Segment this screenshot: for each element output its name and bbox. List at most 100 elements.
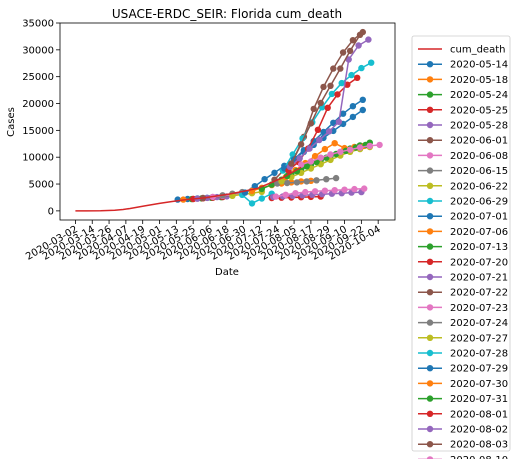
data-point bbox=[323, 176, 330, 183]
series-line bbox=[275, 187, 365, 198]
data-point bbox=[358, 64, 365, 72]
legend-label: 2020-06-01 bbox=[450, 136, 508, 147]
legend-entry: 2020-05-25 bbox=[418, 105, 508, 116]
legend-entry: 2020-08-01 bbox=[418, 409, 508, 420]
legend-swatch-marker bbox=[426, 213, 434, 220]
data-point bbox=[337, 148, 344, 155]
data-point bbox=[310, 105, 317, 113]
legend-swatch-marker bbox=[426, 441, 434, 448]
series-layer bbox=[75, 28, 383, 212]
data-point bbox=[248, 200, 256, 207]
data-point bbox=[307, 158, 315, 165]
legend-label: 2020-05-14 bbox=[450, 60, 508, 71]
series-line bbox=[290, 34, 361, 164]
legend-entry: 2020-05-24 bbox=[418, 90, 508, 101]
data-point bbox=[324, 104, 331, 112]
data-point bbox=[349, 103, 357, 110]
legend-entry: 2020-07-24 bbox=[418, 318, 508, 329]
data-point bbox=[338, 79, 345, 87]
legend-entry: 2020-06-29 bbox=[418, 197, 508, 208]
legend-swatch-marker bbox=[426, 91, 434, 98]
y-tick-label: 35000 bbox=[22, 19, 54, 30]
legend-swatch-marker bbox=[426, 137, 434, 144]
legend-label: 2020-07-20 bbox=[450, 257, 508, 268]
legend-swatch-marker bbox=[426, 60, 434, 68]
data-point bbox=[337, 65, 344, 72]
data-point bbox=[314, 126, 322, 133]
legend-label: 2020-07-01 bbox=[450, 212, 508, 223]
data-point bbox=[302, 188, 309, 196]
legend-swatch-marker bbox=[426, 319, 434, 326]
data-point bbox=[334, 91, 341, 98]
data-point bbox=[313, 177, 320, 184]
legend-swatch-marker bbox=[426, 456, 434, 459]
y-axis-label: Cases bbox=[6, 107, 17, 137]
data-point bbox=[278, 178, 285, 185]
legend-label: 2020-08-01 bbox=[450, 409, 508, 420]
legend-label: 2020-07-31 bbox=[450, 394, 508, 405]
data-point bbox=[316, 136, 323, 144]
data-point bbox=[306, 145, 313, 152]
data-point bbox=[325, 128, 333, 135]
legend-swatch-marker bbox=[426, 228, 434, 235]
legend-swatch-marker bbox=[426, 152, 434, 159]
data-point bbox=[339, 110, 347, 117]
legend-swatch-marker bbox=[426, 121, 434, 129]
legend-entry: 2020-07-22 bbox=[418, 288, 508, 299]
legend-swatch-marker bbox=[426, 334, 434, 341]
legend-label: 2020-05-25 bbox=[450, 105, 508, 116]
data-point bbox=[320, 128, 327, 136]
data-point bbox=[339, 49, 347, 56]
legend-swatch-marker bbox=[426, 380, 434, 387]
legend-swatch-marker bbox=[426, 425, 434, 433]
legend-label: 2020-05-24 bbox=[450, 90, 508, 101]
data-point bbox=[346, 47, 354, 55]
legend-swatch-marker bbox=[426, 167, 434, 174]
legend-entry: 2020-07-13 bbox=[418, 242, 508, 253]
y-tick-label: 25000 bbox=[22, 72, 54, 83]
legend-entry: 2020-06-15 bbox=[418, 166, 508, 177]
data-point bbox=[348, 71, 355, 79]
legend-entry: 2020-07-23 bbox=[418, 303, 508, 314]
series-2020-07-23 bbox=[272, 185, 368, 200]
legend-swatch-marker bbox=[426, 182, 434, 189]
data-point bbox=[317, 154, 324, 161]
data-point bbox=[283, 179, 291, 187]
data-point bbox=[282, 191, 289, 198]
data-point bbox=[261, 176, 268, 183]
legend-entry: 2020-08-02 bbox=[418, 425, 508, 436]
legend-label: 2020-07-22 bbox=[450, 288, 508, 299]
series-line bbox=[282, 62, 372, 171]
legend-label: 2020-07-30 bbox=[450, 379, 508, 390]
data-point bbox=[174, 196, 181, 203]
data-point bbox=[345, 56, 352, 63]
y-tick-label: 10000 bbox=[22, 153, 54, 164]
data-point bbox=[365, 36, 372, 43]
y-axis: 0 5000 10000 15000 20000 25000 30000 35000 bbox=[22, 19, 60, 217]
data-point bbox=[303, 163, 310, 170]
legend-entry: 2020-05-28 bbox=[418, 121, 508, 132]
x-axis: 2020-03-022020-03-142020-03-262020-04-07… bbox=[24, 220, 383, 263]
legend-swatch-marker bbox=[426, 395, 434, 402]
legend-swatch-marker bbox=[426, 76, 434, 83]
legend: cum_death 2020-05-14 2020-05-18 2020-05-24 2… bbox=[411, 35, 511, 459]
data-point bbox=[349, 113, 357, 121]
legend-entry: 2020-07-30 bbox=[418, 379, 508, 390]
data-point bbox=[303, 178, 310, 185]
data-point bbox=[258, 195, 265, 202]
legend-label: 2020-06-22 bbox=[450, 181, 508, 192]
legend-entry: 2020-07-20 bbox=[418, 257, 508, 268]
chart-title: USACE-ERDC_SEIR: Florida cum_death bbox=[112, 7, 342, 21]
y-tick-label: 30000 bbox=[22, 45, 54, 56]
legend-label: 2020-08-02 bbox=[450, 425, 508, 436]
data-point bbox=[355, 42, 362, 49]
data-point bbox=[321, 187, 329, 194]
data-point bbox=[335, 118, 343, 126]
series-2020-06-29 bbox=[239, 190, 275, 207]
data-point bbox=[293, 179, 301, 186]
data-point bbox=[288, 160, 295, 167]
data-point bbox=[346, 146, 354, 153]
legend-entry: 2020-05-14 bbox=[418, 60, 508, 71]
legend-label: 2020-07-23 bbox=[450, 303, 508, 314]
